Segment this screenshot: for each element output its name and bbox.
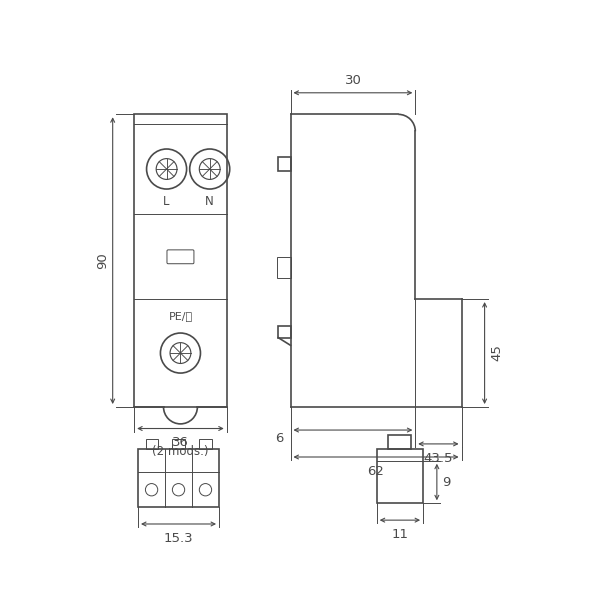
Bar — [277, 257, 290, 278]
Text: 9: 9 — [442, 476, 451, 488]
Text: 6: 6 — [275, 431, 284, 445]
Text: N: N — [205, 195, 214, 208]
Text: L: L — [163, 195, 170, 208]
Text: 36: 36 — [172, 436, 189, 449]
Text: 45: 45 — [490, 344, 503, 361]
Bar — [377, 449, 423, 503]
Bar — [278, 157, 290, 170]
Text: 90: 90 — [96, 252, 109, 269]
Text: 43.5: 43.5 — [424, 452, 453, 464]
Bar — [388, 436, 412, 449]
Text: (2 mods.): (2 mods.) — [152, 445, 209, 458]
Text: 11: 11 — [391, 528, 409, 541]
Text: PE/⏚: PE/⏚ — [169, 311, 193, 320]
Text: 15.3: 15.3 — [164, 532, 193, 545]
Bar — [172, 439, 185, 449]
Text: 30: 30 — [344, 74, 361, 86]
Bar — [146, 439, 158, 449]
Bar — [134, 115, 227, 407]
Text: 62: 62 — [368, 464, 385, 478]
Bar — [278, 326, 290, 338]
Bar — [138, 449, 219, 507]
Bar — [199, 439, 212, 449]
